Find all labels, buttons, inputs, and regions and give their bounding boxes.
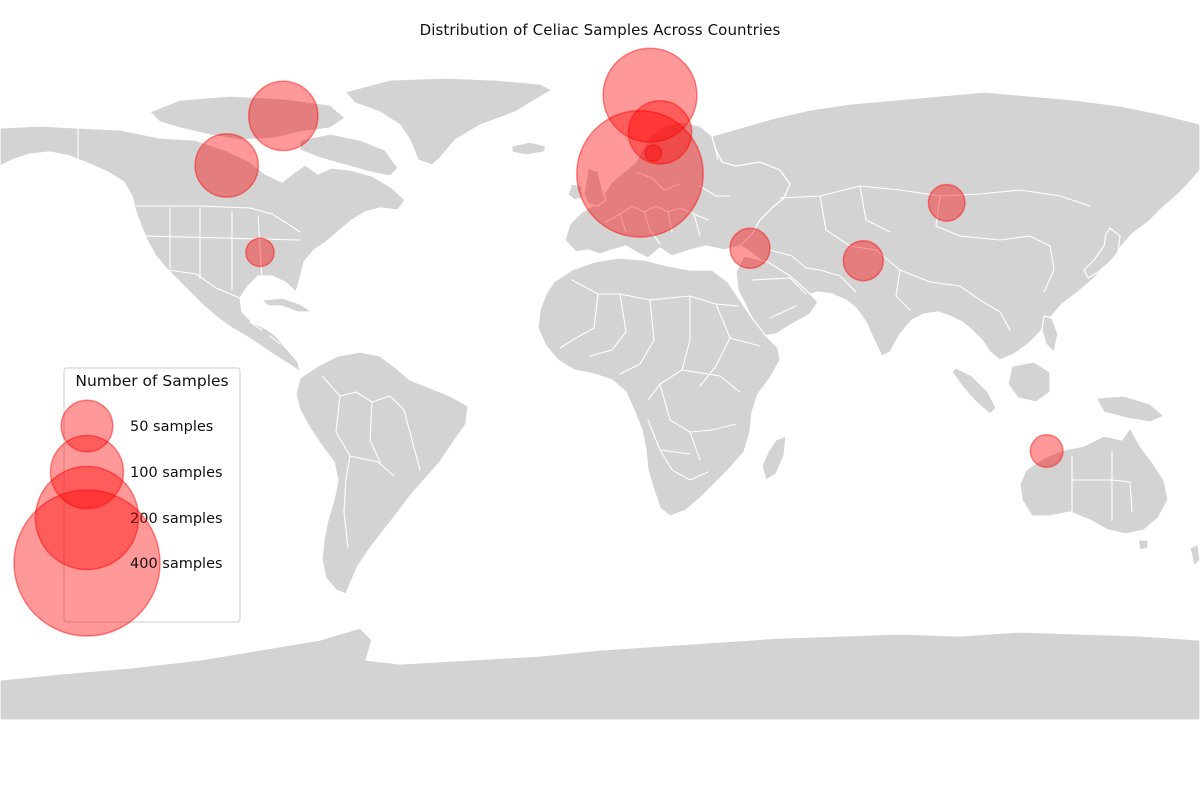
landmass-iceland (511, 141, 547, 156)
border-central-america (249, 321, 281, 345)
border-canada-us (77, 127, 301, 233)
landmass-baffin-island (299, 133, 399, 177)
landmass-japan (1083, 227, 1121, 279)
landmass-new-zealand (1189, 543, 1200, 567)
border-south-america (321, 375, 421, 549)
landmass-australia (1019, 427, 1169, 535)
sample-bubble (729, 227, 771, 270)
landmass-cuba (261, 297, 313, 313)
landmass-tasmania (1137, 539, 1149, 551)
landmass-greenland (344, 77, 553, 166)
legend-label: 50 samples (130, 419, 213, 435)
land-layer (0, 77, 1200, 721)
border-us-mexico (139, 265, 241, 299)
legend-marker (60, 399, 114, 453)
landmass-south-america (295, 351, 469, 595)
landmass-new-guinea (1095, 395, 1165, 423)
legend: Number of Samples 50 samples 100 samples 2… (13, 367, 241, 637)
landmass-africa (537, 257, 781, 517)
legend-title: Number of Samples (75, 372, 228, 390)
sample-bubble (627, 100, 693, 165)
sample-bubble (1029, 433, 1064, 469)
border-asia (769, 185, 1091, 331)
map-title: Distribution of Celiac Samples Across Co… (419, 21, 781, 39)
landmass-madagascar (761, 435, 787, 481)
legend-frame (63, 367, 241, 623)
border-africa (559, 279, 761, 481)
sample-bubble (842, 239, 885, 282)
sample-bubble (927, 183, 966, 222)
landmass-great-britain (583, 167, 607, 207)
landmass-sumatra (951, 367, 997, 415)
landmass-antarctica (0, 627, 1200, 721)
border-us-internal (143, 207, 301, 291)
landmass-arctic-islands (149, 95, 346, 141)
border-europe (605, 135, 731, 245)
landmass-arabian-peninsula (735, 255, 819, 337)
sample-bubble (194, 133, 260, 198)
legend-marker (49, 434, 125, 510)
sample-bubble (247, 80, 319, 152)
border-australia (1071, 451, 1133, 521)
country-borders (77, 127, 1133, 549)
sample-bubble (644, 144, 663, 163)
border-arabia (751, 277, 807, 319)
legend-marker (34, 465, 140, 571)
legend-marker (13, 489, 161, 637)
landmass-ireland (567, 183, 583, 201)
legend-label: 400 samples (130, 556, 223, 572)
landmass-philippines (1041, 315, 1059, 353)
legend-entries: 50 samples 100 samples 200 samples 400 samp… (13, 399, 223, 637)
sample-bubble (245, 237, 275, 268)
landmass-north-america (0, 125, 406, 373)
landmass-asia (711, 91, 1200, 361)
legend-label: 200 samples (130, 511, 223, 527)
sample-bubble (576, 109, 704, 238)
sample-bubbles (194, 47, 1064, 469)
landmass-borneo (1007, 361, 1051, 403)
legend-label: 100 samples (130, 465, 223, 481)
sample-bubble (602, 47, 698, 143)
